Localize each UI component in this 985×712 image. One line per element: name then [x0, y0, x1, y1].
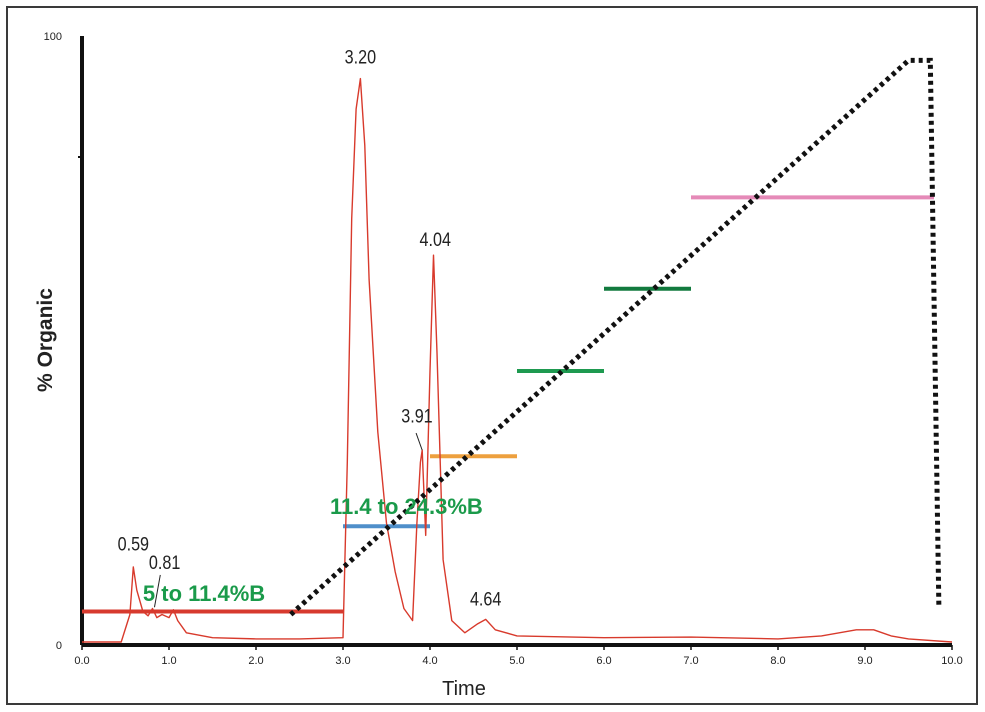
- x-tick-label: 0.0: [74, 655, 89, 667]
- labels: 0.590.81 3.20 3.91 4.04 4.64 5 to 11.4%B 11.4 …: [118, 46, 502, 610]
- y-axis-title: % Organic: [34, 288, 57, 392]
- gradient-annotation: 5 to 11.4%B: [143, 581, 265, 606]
- x-tick-label: 3.0: [335, 655, 350, 667]
- chromatogram-trace: [82, 77, 953, 643]
- x-tick-label: 2.0: [248, 655, 263, 667]
- x-tick-label: 5.0: [509, 655, 524, 667]
- x-tick-label: 8.0: [770, 655, 785, 667]
- chart-frame: [6, 6, 978, 705]
- peak-label: 0.59: [118, 533, 149, 555]
- x-tick-label: 4.0: [422, 655, 437, 667]
- gradient-annotation: 11.4 to 24.3%B: [330, 494, 483, 519]
- x-tick-label: 6.0: [596, 655, 611, 667]
- x-tick-label: 1.0: [161, 655, 176, 667]
- x-tick-label: 10.0: [941, 655, 962, 667]
- peak-leader-line: [153, 574, 161, 608]
- peak-label: 3.20: [345, 46, 377, 68]
- x-tick-label: 9.0: [857, 655, 872, 667]
- y-tick-label: 0: [56, 640, 62, 652]
- peak-label: 3.91: [401, 405, 432, 427]
- peak-label: 4.04: [420, 229, 452, 251]
- gradient-segments: [82, 195, 934, 614]
- x-axis-title: Time: [442, 678, 486, 700]
- gradient-profile-line: [289, 57, 942, 617]
- peak-leader-line: [415, 432, 423, 451]
- peak-label: 4.64: [470, 588, 502, 610]
- x-tick-label: 7.0: [683, 655, 698, 667]
- peak-label: 0.81: [149, 552, 180, 574]
- traces: [82, 57, 953, 643]
- y-tick-label: 100: [44, 31, 62, 43]
- axes: 0.0 1.0 2.0 3.0 4.0 5.0 6.0 7.0 8.0 9.0 10.0 0 100 Ti…: [34, 31, 963, 700]
